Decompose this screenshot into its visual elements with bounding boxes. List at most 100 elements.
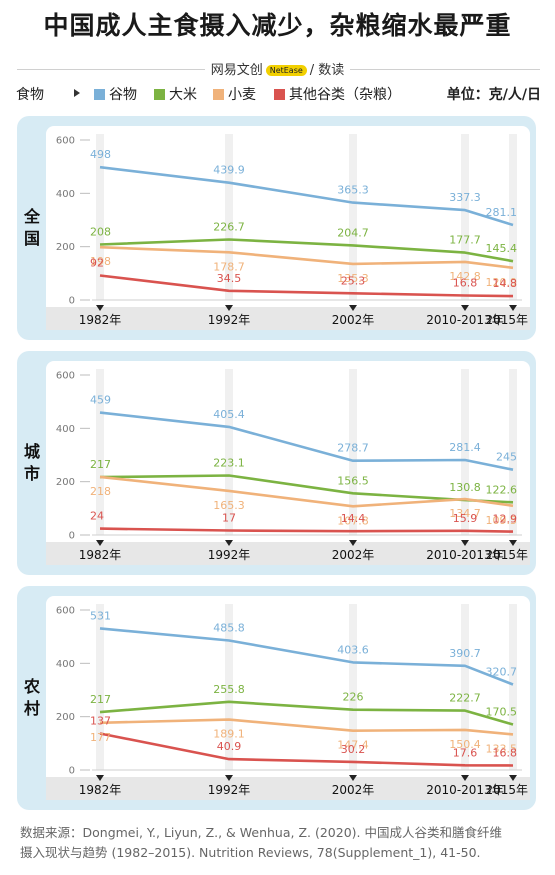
data-label: 222.7 [449,692,481,705]
panel-label-char: 村 [23,699,40,718]
data-label: 150.4 [449,738,481,751]
data-label: 365.3 [337,184,369,197]
y-tick-label: 400 [56,424,75,435]
guide-band [349,134,357,300]
brand-divider-left [17,69,217,70]
series-line [99,732,514,767]
data-label: 34.5 [217,272,242,285]
x-tick-label: 2002年 [332,313,375,327]
chart-area: 0 200 400 600 1982年 1992年 2002年 2010-2013年 2015年… [46,361,530,565]
data-label: 130.8 [449,481,481,494]
data-label: 245 [496,451,517,464]
data-label: 120.9 [486,276,518,289]
chart-area: 0 200 400 600 1982年 1992年 2002年 2010-2013年 2015年… [46,126,530,330]
data-label: 177 [90,731,111,744]
legend-lead: 食物 [16,87,44,103]
legend-label: 大米 [169,87,197,103]
chart-area: 0 200 400 600 1982年 1992年 2002年 2010-2013年 2015年… [46,596,530,800]
data-label: 40.9 [217,740,242,753]
guide-band [225,134,233,300]
brand-column: / 数读 [309,63,345,78]
y-tick-label: 400 [56,189,75,200]
data-label: 439.9 [213,164,245,177]
data-label: 30.2 [341,743,366,756]
data-label: 92 [90,256,104,269]
x-tick-marker [349,305,357,311]
panel-urban: 城市 0 200 400 600 1982年 1992年 2002年 2010-2013年 20… [17,351,536,575]
x-tick-label: 1982年 [79,313,122,327]
data-label: 281.4 [449,441,481,454]
series-line [99,274,514,298]
series-line [99,238,514,263]
legend-swatch [213,89,224,100]
x-axis-strip [46,307,530,330]
legend-swatch [154,89,165,100]
x-tick-label: 2002年 [332,783,375,797]
data-label: 137 [90,714,111,727]
data-label: 498 [90,148,111,161]
line-chart: 0 200 400 600 1982年 1992年 2002年 2010-2013年2015年… [46,604,530,800]
panel-label-char: 国 [23,229,40,248]
guide-band [225,604,233,770]
guide-band [509,604,517,770]
brand: 网易文创 NetEase / 数读 [0,59,555,78]
x-tick-label: 2015年 [485,313,528,327]
y-tick-label: 0 [69,531,75,542]
line-chart: 0 200 400 600 1982年 1992年 2002年 2010-2013年2015年… [46,369,530,565]
series-line [99,627,514,686]
data-label: 255.8 [213,683,245,696]
panel-label-char: 全 [23,207,40,226]
x-tick-label: 2015年 [485,783,528,797]
line-chart: 0 200 400 600 1982年 1992年 2002年 2010-2013年2015年… [46,134,530,330]
legend-item-rice: 大米 [154,84,197,104]
y-tick-label: 600 [56,606,75,617]
data-label: 320.7 [486,665,518,678]
guide-band [461,604,469,770]
x-tick-marker [96,775,104,781]
x-tick-marker [96,540,104,546]
x-tick-marker [461,775,469,781]
guide-band [96,134,104,300]
x-tick-label: 1992年 [208,548,251,562]
data-label: 281.1 [486,206,518,219]
y-tick-label: 0 [69,296,75,307]
series-line [99,700,514,726]
data-label: 17 [222,511,236,524]
legend-label: 其他谷类（杂粮） [289,87,401,103]
panel-rural: 农村 0 200 400 600 1982年 1992年 2002年 2010-2013年 20… [17,586,536,810]
data-label: 170.5 [486,706,518,719]
data-label: 485.8 [213,621,245,634]
x-tick-label: 2002年 [332,548,375,562]
x-tick-marker [349,775,357,781]
x-tick-marker [225,775,233,781]
data-label: 177.7 [449,234,481,247]
data-label: 208 [90,226,111,239]
data-label: 204.7 [337,226,369,239]
data-label: 12.9 [493,513,518,526]
series-line [99,411,514,471]
guide-band [225,369,233,535]
panel-label: 全国 [21,206,43,250]
y-tick-label: 400 [56,659,75,670]
legend-swatch [274,89,285,100]
data-label: 531 [90,609,111,622]
guide-band [349,369,357,535]
data-label: 226.7 [213,221,245,234]
legend-item-wheat: 小麦 [213,84,256,104]
x-axis-strip [46,542,530,565]
legend-item-grain: 谷物 [94,84,137,104]
x-tick-label: 2010-2013年 [426,313,503,327]
data-label: 405.4 [213,408,245,421]
brand-divider-right [340,69,540,70]
data-label: 142.8 [449,270,481,283]
y-tick-label: 600 [56,371,75,382]
data-label: 459 [90,394,111,407]
data-label: 217 [90,693,111,706]
data-label: 337.3 [449,191,481,204]
panel-national: 全国 0 200 400 600 1982年 1992年 2002年 2010-2013年 20… [17,116,536,340]
series-line [99,718,514,736]
data-label: 122.6 [486,483,518,496]
x-tick-label: 1992年 [208,783,251,797]
panel-label: 城市 [21,441,43,485]
data-label: 25.3 [341,274,366,287]
